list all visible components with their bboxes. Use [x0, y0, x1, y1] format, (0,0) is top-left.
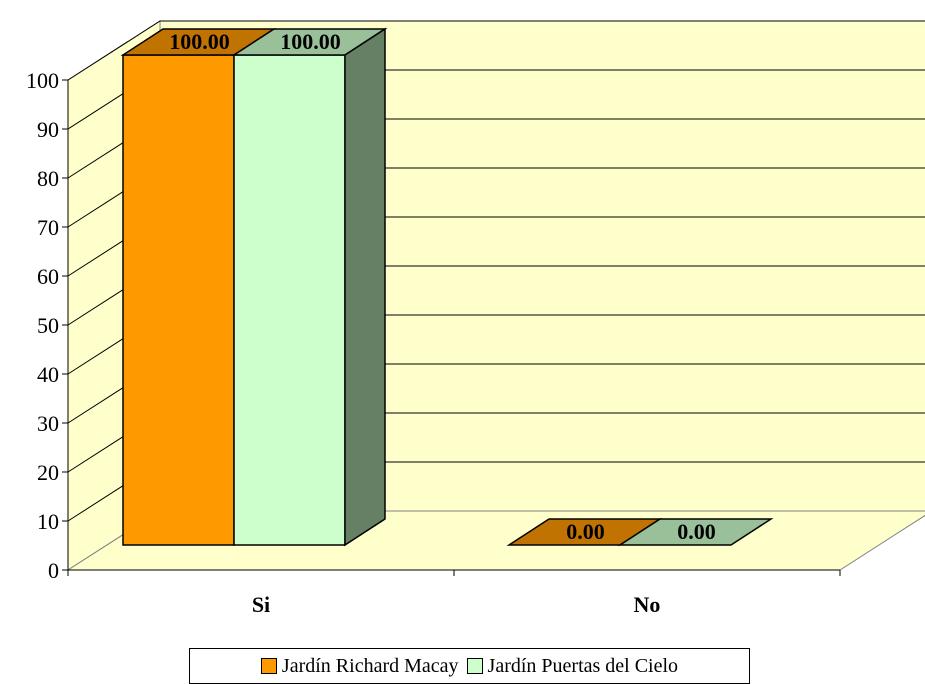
category-label: Si	[252, 592, 270, 617]
y-tick-labels: 0 10 20 30 40 50 60 70 80 90 100	[26, 68, 59, 583]
axes	[62, 79, 841, 576]
bar-front	[233, 54, 346, 546]
legend-label-series-1: Jardín Richard Macay	[281, 654, 459, 677]
bar-front	[122, 54, 235, 546]
category-labels: Si No	[252, 592, 661, 617]
y-tick-label: 10	[37, 509, 59, 534]
y-tick-label: 50	[37, 313, 59, 338]
legend-swatch-series-2	[466, 658, 483, 674]
legend-item-series-2: Jardín Puertas del Cielo	[466, 654, 679, 678]
legend-swatch-series-1	[260, 658, 277, 674]
data-label: 0.00	[677, 519, 716, 544]
data-label: 100.00	[169, 29, 230, 54]
data-labels: 100.00 100.00 0.00 0.00	[169, 29, 716, 544]
y-tick-label: 40	[37, 362, 59, 387]
y-tick-label: 0	[48, 558, 59, 583]
legend: Jardín Richard Macay Jardín Puertas del …	[189, 648, 750, 684]
y-tick-label: 70	[37, 215, 59, 240]
data-label: 100.00	[280, 29, 341, 54]
y-tick-label: 30	[37, 411, 59, 436]
bar-side	[344, 27, 386, 547]
y-tick-label: 100	[26, 68, 59, 93]
gridline	[67, 20, 925, 81]
legend-label-series-2: Jardín Puertas del Cielo	[487, 654, 679, 677]
y-tick-label: 20	[37, 460, 59, 485]
y-tick-label: 80	[37, 166, 59, 191]
y-tick-label: 90	[37, 117, 59, 142]
legend-item-series-1: Jardín Richard Macay	[260, 654, 459, 678]
bar-top	[617, 518, 774, 546]
y-tick-label: 60	[37, 264, 59, 289]
category-label: No	[634, 592, 661, 617]
bars	[120, 27, 774, 547]
data-label: 0.00	[566, 519, 605, 544]
